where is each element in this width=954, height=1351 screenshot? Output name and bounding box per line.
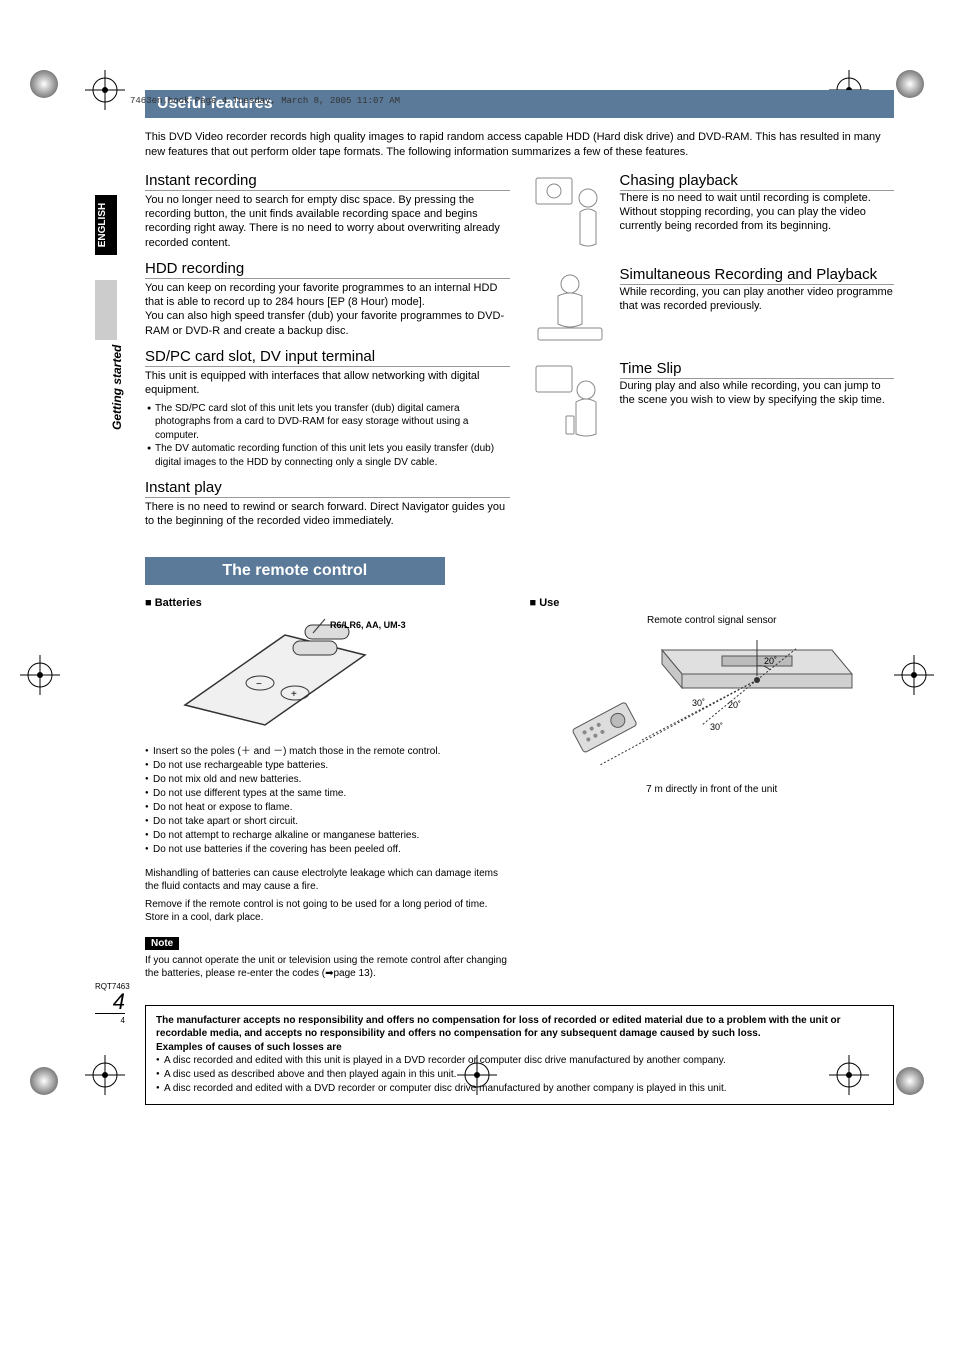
illustration-person-recording-icon	[530, 266, 610, 346]
features-left-col: Instant recording You no longer need to …	[145, 172, 510, 539]
bullet: Do not attempt to recharge alkaline or m…	[145, 829, 510, 843]
page-number: 4	[95, 991, 125, 1014]
bullet: Do not use batteries if the covering has…	[145, 843, 510, 857]
disclaimer-box: The manufacturer accepts no responsibili…	[145, 1005, 894, 1106]
side-tab-grey	[95, 280, 117, 340]
feature-time-slip: Time Slip During play and also while rec…	[530, 360, 895, 440]
remote-columns: Batteries − + R6/LR6, AA, UM-3	[145, 597, 894, 981]
battery-diagram: − + R6/LR6, AA, UM-3	[165, 615, 395, 735]
use-heading: Use	[530, 597, 895, 609]
body: There is no need to rewind or search for…	[145, 500, 510, 529]
bullet: Do not use rechargeable type batteries.	[145, 759, 510, 773]
note-label: Note	[145, 937, 179, 950]
svg-text:20˚: 20˚	[764, 656, 777, 666]
page: 7463en.book Page 4 Tuesday, March 8, 200…	[0, 0, 954, 1165]
side-section-label: Getting started	[110, 345, 124, 430]
disclaimer-p1: The manufacturer accepts no responsibili…	[156, 1014, 883, 1041]
batteries-col: Batteries − + R6/LR6, AA, UM-3	[145, 597, 510, 981]
illustration-person-watching-icon	[530, 172, 610, 252]
bullet: Do not use different types at the same t…	[145, 787, 510, 801]
features-columns: Instant recording You no longer need to …	[145, 172, 894, 539]
feature-chasing-playback: Chasing playback There is no need to wai…	[530, 172, 895, 252]
feature-sdpc-dv: SD/PC card slot, DV input terminal This …	[145, 348, 510, 469]
bullet: The DV automatic recording function of t…	[147, 442, 510, 469]
bullet: Do not mix old and new batteries.	[145, 773, 510, 787]
remove-text: Remove if the remote control is not goin…	[145, 898, 510, 925]
sensor-label: Remote control signal sensor	[530, 615, 895, 626]
svg-text:20˚: 20˚	[728, 700, 741, 710]
bullet: A disc used as described above and then …	[156, 1068, 883, 1082]
battery-type: R6/LR6, AA, UM-3	[330, 620, 560, 630]
battery-warnings: Insert so the poles (＋ and －) match thos…	[145, 745, 510, 857]
use-diagram: 20˚ 20˚ 30˚ 30˚	[552, 630, 872, 780]
body: There is no need to wait until recording…	[620, 191, 895, 234]
body: During play and also while recording, yo…	[620, 379, 895, 408]
side-tab-language: ENGLISH	[97, 195, 108, 255]
heading: Time Slip	[620, 360, 895, 379]
use-col: Use Remote control signal sensor	[530, 597, 895, 981]
feature-instant-recording: Instant recording You no longer need to …	[145, 172, 510, 250]
bullets: The SD/PC card slot of this unit lets yo…	[145, 402, 510, 470]
body: You can keep on recording your favorite …	[145, 281, 510, 310]
bullet: A disc recorded and edited with a DVD re…	[156, 1082, 883, 1096]
heading: Simultaneous Recording and Playback	[620, 266, 895, 285]
use-distance: 7 m directly in front of the unit	[530, 784, 895, 795]
heading: HDD recording	[145, 260, 510, 279]
intro-text: This DVD Video recorder records high qua…	[145, 130, 894, 160]
svg-text:30˚: 30˚	[710, 722, 723, 732]
heading: Chasing playback	[620, 172, 895, 191]
feature-hdd-recording: HDD recording You can keep on recording …	[145, 260, 510, 338]
mishandling-text: Mishandling of batteries can cause elect…	[145, 867, 510, 894]
heading: SD/PC card slot, DV input terminal	[145, 348, 510, 367]
features-right-col: Chasing playback There is no need to wai…	[530, 172, 895, 539]
bullet: The SD/PC card slot of this unit lets yo…	[147, 402, 510, 443]
page-number-block: RQT7463 4 4	[95, 982, 125, 1025]
note-text: If you cannot operate the unit or televi…	[145, 954, 510, 981]
heading: Instant play	[145, 479, 510, 498]
body: You no longer need to search for empty d…	[145, 193, 510, 250]
svg-text:−: −	[256, 679, 262, 690]
header-meta: 7463en.book Page 4 Tuesday, March 8, 200…	[130, 96, 400, 106]
page-number-small: 4	[95, 1016, 125, 1025]
disclaimer-bullets: A disc recorded and edited with this uni…	[156, 1054, 883, 1096]
bullet: Do not heat or expose to flame.	[145, 801, 510, 815]
bullet: A disc recorded and edited with this uni…	[156, 1054, 883, 1068]
section-title-remote-control: The remote control	[145, 557, 445, 585]
svg-text:30˚: 30˚	[692, 698, 705, 708]
body: This unit is equipped with interfaces th…	[145, 369, 510, 398]
bullet: Insert so the poles (＋ and －) match thos…	[145, 745, 510, 759]
body: While recording, you can play another vi…	[620, 285, 895, 314]
feature-instant-play: Instant play There is no need to rewind …	[145, 479, 510, 529]
disclaimer-p2: Examples of causes of such losses are	[156, 1041, 883, 1055]
feature-simultaneous-rec-play: Simultaneous Recording and Playback Whil…	[530, 266, 895, 346]
svg-text:+: +	[291, 689, 297, 700]
illustration-person-remote-icon	[530, 360, 610, 440]
body2: You can also high speed transfer (dub) y…	[145, 309, 510, 338]
heading: Instant recording	[145, 172, 510, 191]
batteries-heading: Batteries	[145, 597, 510, 609]
bullet: Do not take apart or short circuit.	[145, 815, 510, 829]
